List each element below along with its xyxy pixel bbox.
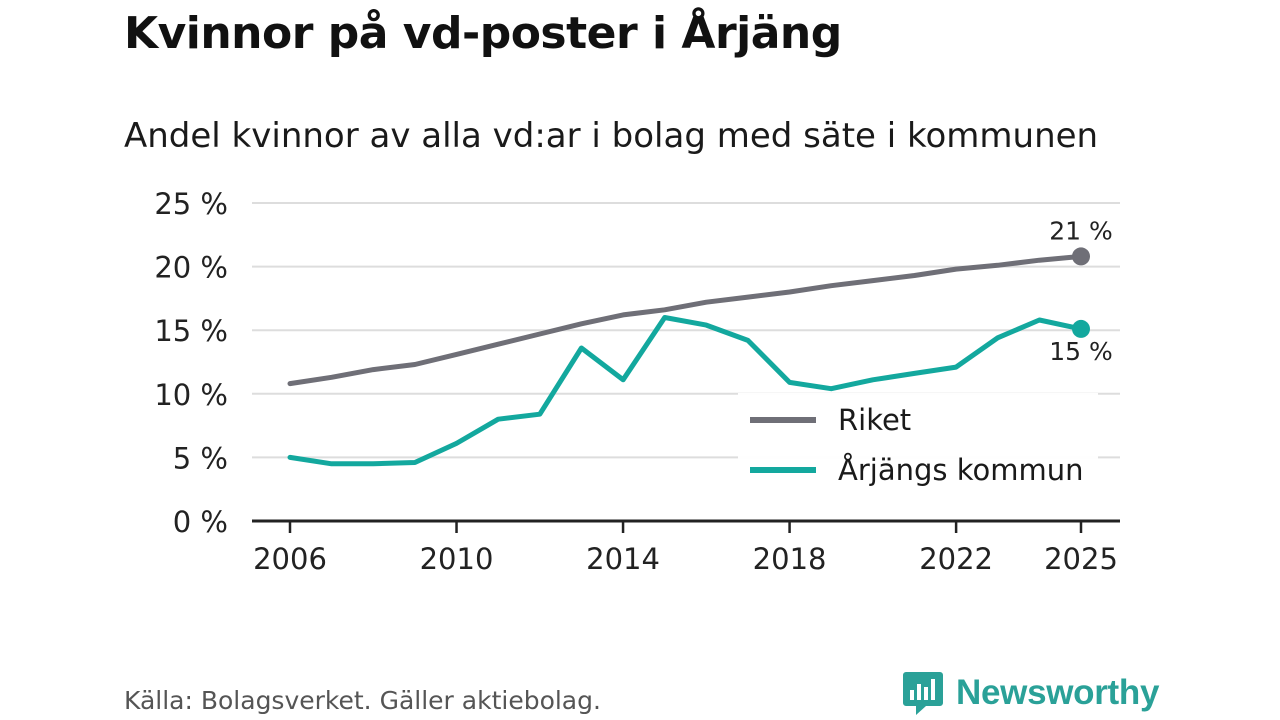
x-tick-label: 2006 <box>253 542 327 576</box>
y-tick-label: 0 % <box>173 505 228 539</box>
chart-title: Kvinnor på vd-poster i Årjäng <box>124 8 842 59</box>
grid-lines <box>252 202 1120 459</box>
series-line <box>287 253 1084 387</box>
end-value-labels: 21 % 15 % <box>1049 216 1113 366</box>
x-tick-label: 2010 <box>420 542 494 576</box>
chart-subtitle: Andel kvinnor av alla vd:ar i bolag med … <box>124 116 1099 156</box>
x-tick-label: 2025 <box>1044 542 1118 576</box>
legend-label: Riket <box>838 403 911 437</box>
brand-logo: Newsworthy <box>902 670 1159 716</box>
end-value-label: 15 % <box>1049 337 1113 366</box>
x-tick-label: 2014 <box>586 542 660 576</box>
y-tick-label: 10 % <box>154 378 228 412</box>
newsworthy-logo-icon <box>903 672 943 715</box>
legend: Riket Årjängs kommun <box>738 393 1098 511</box>
series-end-marker <box>1072 247 1090 266</box>
legend-background <box>738 393 1098 511</box>
end-value-label: 21 % <box>1049 216 1113 245</box>
series-end-marker <box>1072 319 1090 338</box>
legend-label: Årjängs kommun <box>838 453 1083 487</box>
y-tick-label: 25 % <box>154 187 228 221</box>
y-tick-label: 20 % <box>154 251 228 285</box>
x-tick-label: 2022 <box>919 542 993 576</box>
series-line <box>287 315 1084 467</box>
x-axis: 2006 2010 2014 2018 2022 2025 <box>252 519 1120 576</box>
source-note: Källa: Bolagsverket. Gäller aktiebolag. <box>124 686 601 715</box>
y-tick-label: 5 % <box>173 441 228 475</box>
series-lines <box>287 247 1090 467</box>
brand-name: Newsworthy <box>956 673 1160 712</box>
x-tick-label: 2018 <box>753 542 827 576</box>
y-axis-tick-labels: 0 % 5 % 10 % 15 % 20 % 25 % <box>154 187 228 539</box>
y-tick-label: 15 % <box>154 314 228 348</box>
